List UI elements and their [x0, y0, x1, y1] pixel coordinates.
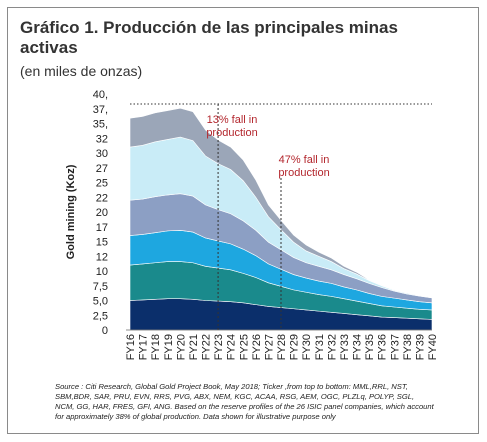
x-tick-label: FY34	[352, 334, 364, 360]
x-tick-label: FY38	[402, 334, 414, 360]
x-tick-label: FY26	[251, 334, 263, 360]
x-tick-label: FY20	[175, 334, 187, 360]
y-tick-label: 22	[96, 192, 108, 204]
chart-title: Gráfico 1. Producción de las principales…	[20, 18, 398, 57]
y-tick-label: 17	[96, 222, 108, 234]
x-tick-label: FY22	[201, 334, 213, 360]
x-tick-label: FY24	[226, 334, 238, 360]
y-tick-label: 0	[102, 325, 108, 337]
x-tick-label: FY35	[364, 334, 376, 360]
x-tick-label: FY18	[150, 334, 162, 360]
x-tick-label: FY32	[326, 334, 338, 360]
frame	[7, 7, 479, 434]
chart-subtitle: (en miles de onzas)	[20, 63, 143, 79]
x-tick-label: FY31	[314, 334, 326, 360]
annotation: 47% fall in production	[278, 154, 330, 179]
x-tick-label: FY16	[125, 334, 137, 360]
y-tick-label: 5,0	[93, 296, 108, 308]
x-tick-label: FY23	[213, 334, 225, 360]
y-tick-label: 20	[96, 207, 108, 219]
x-tick-label: FY19	[163, 334, 175, 360]
x-tick-label: FY28	[276, 334, 288, 360]
y-tick-label: 10	[96, 266, 108, 278]
x-tick-label: FY25	[238, 334, 250, 360]
y-tick-label: 7,5	[93, 281, 108, 293]
y-tick-label: 35,	[93, 119, 108, 131]
x-tick-label: FY33	[339, 334, 351, 360]
y-tick-label: 25	[96, 178, 108, 190]
source-note: Source : Citi Research, Global Gold Proj…	[55, 382, 434, 421]
annotation: 13% fall in production	[206, 114, 258, 139]
x-tick-label: FY40	[427, 334, 439, 360]
x-tick-label: FY17	[138, 334, 150, 360]
x-tick-label: FY21	[188, 334, 200, 360]
y-tick-label: 2,5	[93, 310, 108, 322]
y-tick-label: 30	[96, 148, 108, 160]
area	[129, 107, 433, 298]
y-tick-label: 15	[96, 237, 108, 249]
x-tick-label: FY37	[389, 334, 401, 360]
x-tick-label: FY36	[377, 334, 389, 360]
y-tick-label: 40,	[93, 89, 108, 101]
y-tick-label: 37,	[93, 104, 108, 116]
x-tick-label: FY29	[289, 334, 301, 360]
x-tick-label: FY30	[301, 334, 313, 360]
x-tick-label: FY27	[263, 334, 275, 360]
y-tick-label: 12	[96, 251, 108, 263]
y-axis-label: Gold mining (Koz)	[65, 164, 77, 259]
y-tick-label: 32	[96, 133, 108, 145]
x-tick-label: FY39	[414, 334, 426, 360]
y-tick-label: 27	[96, 163, 108, 175]
